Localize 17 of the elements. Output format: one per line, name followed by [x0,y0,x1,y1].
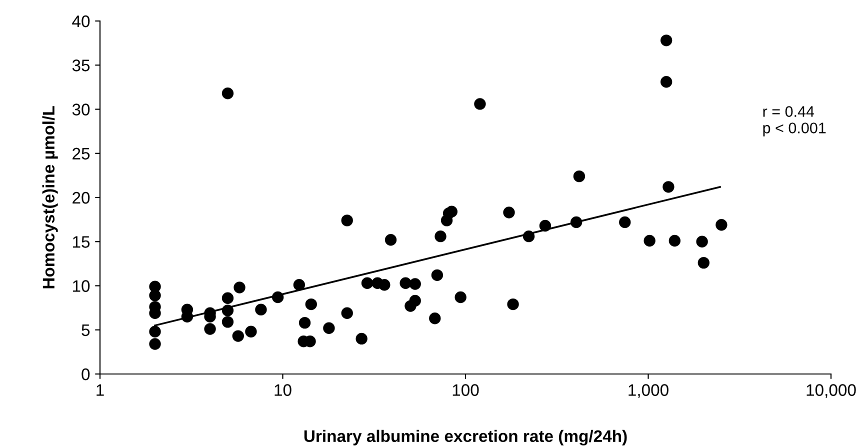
x-tick-label: 10 [274,384,292,396]
x-tick-label: 1,000 [628,384,668,398]
x-tick-label: 1 [96,384,104,396]
y-tick-label: 10 [73,280,90,292]
y-tick-label: 20 [72,192,90,204]
y-tick-label: 40 [72,15,90,28]
y-tick-label: 35 [72,60,90,72]
y-tick-label: 15 [73,236,90,248]
y-tick-label: 25 [72,148,90,160]
annotation: r = 0.44 p < 0.001 [763,106,826,136]
y-tick-label: 30 [72,104,90,116]
y-axis-title: Homocyst(e)ine µmol/L [42,106,58,288]
x-tick-label: 10,000 [806,384,856,398]
x-axis-title: Urinary albumine excretion rate (mg/24h) [304,430,627,446]
y-tick-label: 0 [82,368,90,380]
y-tick-label: 5 [82,324,90,336]
x-tick-label: 100 [452,384,479,396]
